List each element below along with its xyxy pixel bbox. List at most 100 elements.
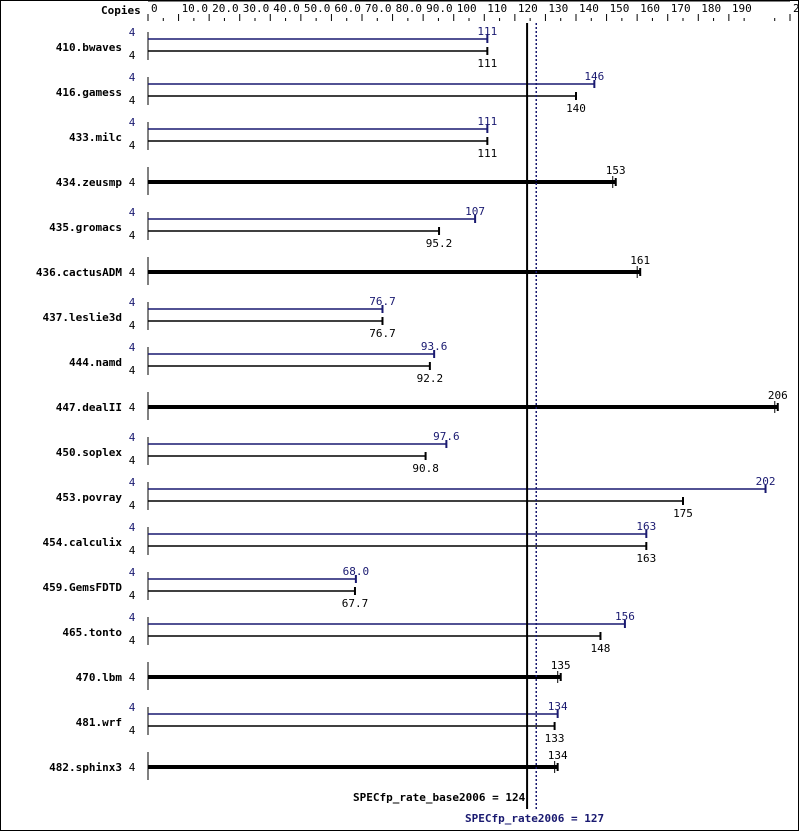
copies-value: 4 (129, 266, 136, 279)
benchmark-name: 444.namd (69, 356, 122, 369)
base-summary-label: SPECfp_rate_base2006 = 124 (353, 791, 526, 804)
copies-value: 4 (129, 761, 136, 774)
peak-copies-value: 4 (129, 431, 136, 444)
x-tick-label-120: 120 (518, 2, 538, 15)
base-copies-value: 4 (129, 139, 136, 152)
x-tick-label-20.0: 20.0 (212, 2, 239, 15)
base-value-label: 67.7 (342, 597, 369, 610)
x-tick-label-100: 100 (457, 2, 477, 15)
peak-value-label: 107 (465, 205, 485, 218)
peak-copies-value: 4 (129, 26, 136, 39)
benchmark-row: 437.leslie3d 4 4 76.7 76.7 (43, 295, 396, 340)
x-tick-label-70.0: 70.0 (365, 2, 392, 15)
base-copies-value: 4 (129, 634, 136, 647)
base-copies-value: 4 (129, 544, 136, 557)
benchmark-name: 410.bwaves (56, 41, 122, 54)
copies-value: 4 (129, 401, 136, 414)
peak-copies-value: 4 (129, 296, 136, 309)
base-value-label: 133 (545, 732, 565, 745)
base-value-label: 163 (636, 552, 656, 565)
copies-value: 4 (129, 671, 136, 684)
benchmark-name: 481.wrf (76, 716, 122, 729)
x-tick-label-30.0: 30.0 (243, 2, 270, 15)
benchmark-row: 444.namd 4 4 93.6 92.2 (69, 340, 447, 385)
peak-copies-value: 4 (129, 206, 136, 219)
x-tick-label-130: 130 (548, 2, 568, 15)
base-copies-value: 4 (129, 49, 136, 62)
peak-copies-value: 4 (129, 116, 136, 129)
x-tick-label-210: 210 (793, 2, 799, 15)
x-tick-label-140: 140 (579, 2, 599, 15)
benchmark-row: 410.bwaves 4 4 111 111 (56, 25, 498, 70)
benchmark-row: 453.povray 4 4 202 175 (56, 475, 776, 520)
base-copies-value: 4 (129, 94, 136, 107)
benchmark-row: 416.gamess 4 4 146 140 (56, 70, 605, 115)
base-value-label: 153 (606, 164, 626, 177)
base-copies-value: 4 (129, 229, 136, 242)
reference-lines (526, 23, 538, 809)
bars: 410.bwaves 4 4 111 111 416.gamess 4 4 146 140 433.… (36, 25, 788, 780)
peak-value-label: 134 (548, 700, 568, 713)
base-value-label: 175 (673, 507, 693, 520)
benchmark-row: 459.GemsFDTD 4 4 68.0 67.7 (43, 565, 370, 610)
x-tick-label-180: 180 (701, 2, 721, 15)
benchmark-row: 447.dealII 4 206 (56, 389, 788, 420)
base-value-label: 111 (477, 147, 497, 160)
benchmark-row: 450.soplex 4 4 97.6 90.8 (56, 430, 460, 475)
benchmark-row: 482.sphinx3 4 134 (49, 749, 568, 780)
base-copies-value: 4 (129, 724, 136, 737)
benchmark-name: 470.lbm (76, 671, 123, 684)
x-tick-label-190: 190 (732, 2, 752, 15)
benchmark-name: 436.cactusADM (36, 266, 122, 279)
base-value-label: 206 (768, 389, 788, 402)
x-tick-label-110: 110 (487, 2, 507, 15)
x-tick-label-90.0: 90.0 (426, 2, 453, 15)
benchmark-row: 454.calculix 4 4 163 163 (43, 520, 657, 565)
base-value-label: 134 (548, 749, 568, 762)
peak-value-label: 93.6 (421, 340, 448, 353)
x-axis: 0 10.0 20.0 30.0 40.0 50.0 60.0 70.0 80.0 90.0 100… (147, 1, 799, 21)
copies-value: 4 (129, 176, 136, 189)
benchmark-row: 481.wrf 4 4 134 133 (76, 700, 568, 745)
peak-value-label: 76.7 (369, 295, 396, 308)
benchmark-row: 470.lbm 4 135 (76, 659, 571, 690)
base-value-label: 111 (477, 57, 497, 70)
base-copies-value: 4 (129, 589, 136, 602)
x-tick-label-170: 170 (671, 2, 691, 15)
peak-value-label: 202 (756, 475, 776, 488)
base-copies-value: 4 (129, 319, 136, 332)
base-copies-value: 4 (129, 454, 136, 467)
peak-copies-value: 4 (129, 566, 136, 579)
x-tick-label-150: 150 (610, 2, 630, 15)
peak-copies-value: 4 (129, 701, 136, 714)
benchmark-row: 465.tonto 4 4 156 148 (62, 610, 634, 655)
x-tick-label-10.0: 10.0 (182, 2, 209, 15)
peak-value-label: 146 (584, 70, 604, 83)
base-value-label: 140 (566, 102, 586, 115)
benchmark-name: 465.tonto (62, 626, 122, 639)
peak-copies-value: 4 (129, 341, 136, 354)
peak-value-label: 111 (477, 115, 497, 128)
benchmark-name: 450.soplex (56, 446, 123, 459)
benchmark-name: 416.gamess (56, 86, 122, 99)
base-value-label: 95.2 (426, 237, 453, 250)
benchmark-name: 434.zeusmp (56, 176, 123, 189)
peak-value-label: 111 (477, 25, 497, 38)
x-tick-label-80.0: 80.0 (396, 2, 423, 15)
benchmark-name: 482.sphinx3 (49, 761, 122, 774)
x-tick-label-50.0: 50.0 (304, 2, 331, 15)
peak-value-label: 68.0 (343, 565, 370, 578)
benchmark-name: 435.gromacs (49, 221, 122, 234)
base-copies-value: 4 (129, 499, 136, 512)
x-tick-label-0: 0 (151, 2, 158, 15)
benchmark-name: 453.povray (56, 491, 123, 504)
x-tick-label-60.0: 60.0 (334, 2, 361, 15)
base-value-label: 161 (630, 254, 650, 267)
x-tick-label-40.0: 40.0 (273, 2, 300, 15)
peak-copies-value: 4 (129, 476, 136, 489)
benchmark-name: 454.calculix (43, 536, 123, 549)
base-copies-value: 4 (129, 364, 136, 377)
base-value-label: 92.2 (417, 372, 444, 385)
